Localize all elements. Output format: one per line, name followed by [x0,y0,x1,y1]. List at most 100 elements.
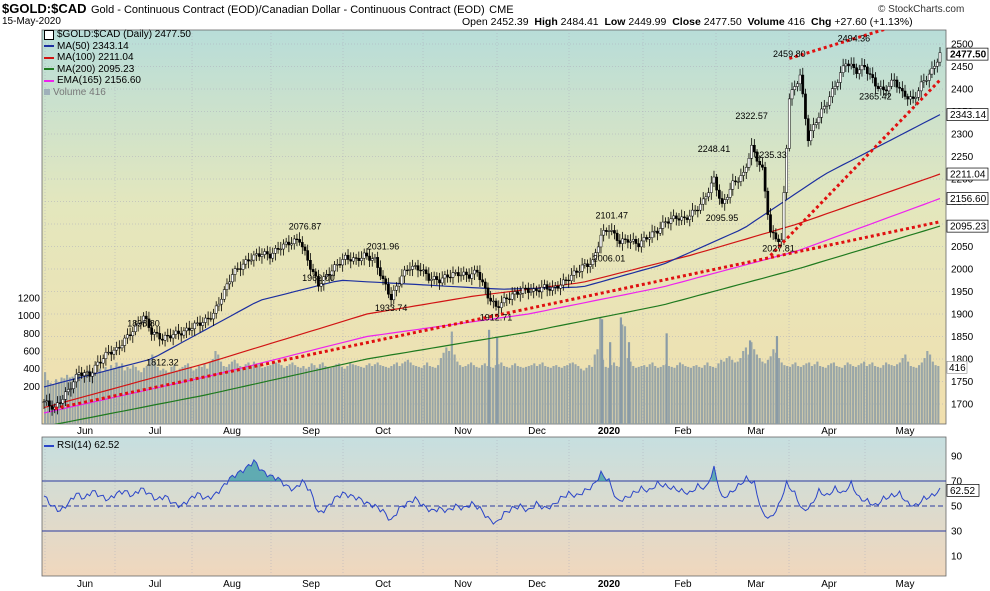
candle-body [279,248,283,251]
volume-bar [409,362,412,424]
candle-body [158,333,162,340]
volume-bar [802,365,805,424]
volume-bar [846,362,849,424]
ma50-line [43,114,941,388]
volume-bar [725,358,728,424]
candle-body [766,190,770,215]
candle-body [150,327,153,335]
candle-body [263,251,266,255]
volume-bar [843,365,846,424]
volume-bar [277,363,280,424]
y-tick-label: 1700 [951,400,974,411]
volume-tick-label: 1200 [18,294,41,305]
volume-bar [90,371,93,424]
y-tick-label: 2450 [951,62,974,73]
candle-body [284,241,288,245]
volume-bar [549,367,552,424]
candle-body [209,318,213,320]
candle-body [147,318,151,328]
volume-bar [496,336,499,424]
candle-body [198,322,202,326]
candle-body [839,72,842,83]
volume-bar [703,365,706,424]
candle-body [796,83,799,87]
candle-body [152,331,156,335]
volume-bar [857,365,860,424]
rsi-tick-label: 10 [951,552,963,563]
candle-body [163,334,167,341]
volume-bar [931,361,934,424]
volume-bar [486,366,489,424]
candle-body [155,331,159,334]
candle-body [489,297,493,302]
volume-bar [346,366,349,424]
candle-body [362,252,366,259]
volume-bar [464,366,467,424]
volume-bar [805,363,808,424]
candle-body [185,327,188,332]
volume-bar [643,365,646,424]
candle-body [384,278,388,285]
volume-bar [505,366,508,424]
volume-bar [830,363,833,424]
candle-body [112,349,116,355]
candle-body [763,167,767,192]
volume-bar [711,366,715,424]
volume-bar [912,366,915,424]
candle-body [80,372,84,376]
volume-bar [492,367,495,424]
volume-bar [266,366,269,424]
candle-body [548,289,552,291]
volume-bar [632,366,635,424]
volume-bar [552,366,555,424]
candle-body [917,90,920,98]
candle-body [707,192,710,198]
volume-bar [475,366,478,424]
volume-bar [799,366,802,424]
value-tag-text: 2095.23 [950,222,987,233]
volume-bar [142,367,146,424]
candle-body [521,287,525,294]
volume-bar [302,366,305,424]
volume-bar [923,358,926,424]
x-tick-label: Aug [223,426,241,437]
candle-body [419,269,423,272]
rsi-overbought-fill [229,459,281,481]
volume-bar [244,364,247,424]
x-tick-label: Apr [821,426,837,437]
volume-bar [854,366,857,424]
candle-body [104,352,108,359]
candle-body [174,330,178,335]
volume-bar [343,368,346,424]
volume-bar [813,364,816,424]
volume-bar [676,365,679,424]
volume-bar [470,362,473,424]
volume-bar [274,362,278,424]
candle-body [486,287,490,299]
candle-body [516,291,519,295]
candle-body [177,330,180,334]
price-panel [41,29,947,425]
volume-bar [788,366,791,424]
candle-body [392,289,396,301]
candle-body [144,315,148,320]
candle-body [287,241,291,246]
candle-body [435,276,439,280]
change-value: +27.60 (+1.13%) [834,16,913,28]
candle-body [656,230,659,234]
volume-bar [167,372,170,424]
candle-body [879,86,883,89]
y-tick-label: 1850 [951,332,974,343]
volume-bar [63,378,66,424]
candle-body [919,81,923,92]
trendline [788,30,888,60]
candle-body [513,291,517,295]
candle-body [212,312,215,320]
x-tick-label: Feb [674,579,692,590]
volume-bar [868,364,871,424]
candle-body [201,322,205,326]
candle-body [744,167,748,173]
candle-body [930,68,934,75]
candle-body [206,317,210,320]
volume-bar [137,370,140,424]
